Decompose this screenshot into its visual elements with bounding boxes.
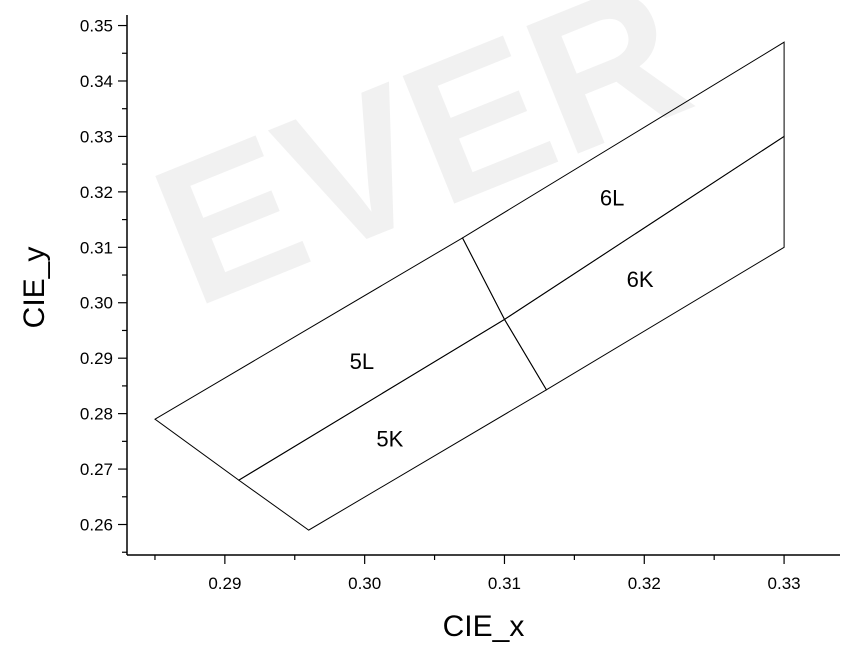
region-labels-layer: 5L 6L 5K 6K — [350, 185, 654, 451]
x-tick-label: 0.33 — [768, 574, 801, 593]
region-label-6k: 6K — [627, 267, 654, 292]
y-axis-title: CIE_y — [18, 247, 51, 329]
y-tick-label: 0.34 — [80, 72, 113, 91]
y-tick-label: 0.32 — [80, 183, 113, 202]
x-tick-label: 0.32 — [628, 574, 661, 593]
y-tick-label: 0.33 — [80, 127, 113, 146]
x-tick-label: 0.31 — [488, 574, 521, 593]
region-5k — [237, 318, 548, 531]
y-tick-label: 0.27 — [80, 460, 113, 479]
y-tick-label: 0.29 — [80, 349, 113, 368]
region-label-5l: 5L — [350, 349, 374, 374]
x-tick-label: 0.30 — [348, 574, 381, 593]
y-tick-label: 0.30 — [80, 294, 113, 313]
y-tick-label: 0.28 — [80, 405, 113, 424]
region-label-6l: 6L — [600, 185, 624, 210]
regions-layer — [154, 41, 785, 531]
y-tick-label: 0.31 — [80, 238, 113, 257]
x-axis-title: CIE_x — [443, 610, 525, 643]
y-tick-label: 0.26 — [80, 516, 113, 535]
x-tick-label: 0.29 — [208, 574, 241, 593]
x-axis: 0.29 0.30 0.31 0.32 0.33 — [127, 554, 840, 593]
y-axis: 0.26 0.27 0.28 0.29 0.30 0.31 0.32 0.33 0.34 0.35 — [80, 15, 128, 555]
region-label-5k: 5K — [376, 427, 403, 452]
watermark-text: EVER — [127, 0, 716, 348]
y-tick-label: 0.35 — [80, 17, 113, 36]
region-6k — [503, 135, 785, 391]
